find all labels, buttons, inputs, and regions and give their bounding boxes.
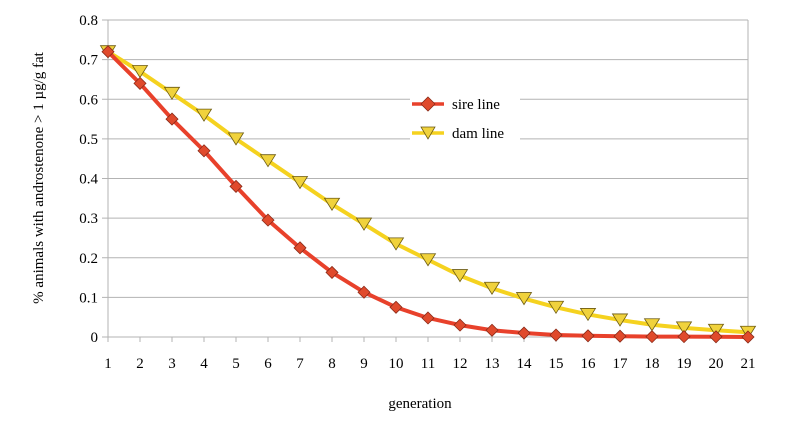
x-tick-label-5: 6 (264, 356, 272, 372)
point-sire-line-2 (133, 76, 147, 90)
x-tick-label-13: 14 (517, 356, 533, 372)
x-tick-label-17: 18 (645, 356, 660, 372)
point-dam-line-5 (227, 132, 245, 146)
x-tick-label-3: 4 (200, 356, 208, 372)
grid-lines (108, 19, 748, 338)
x-axis-ticks: 1 2 3 4 5 6 7 8 9 10 11 12 13 14 15 16 17 18 19 20 21 (104, 337, 756, 372)
y-tick-label-6: 0.6 (79, 92, 98, 108)
point-sire-line-5 (229, 179, 243, 193)
y-tick-label-8: 0.8 (79, 13, 98, 29)
point-sire-line-9 (357, 285, 371, 299)
point-sire-line-6 (261, 213, 275, 227)
point-dam-line-12 (451, 269, 469, 283)
point-sire-line-21 (741, 330, 755, 344)
point-sire-line-17 (613, 329, 627, 343)
x-axis-title: generation (388, 396, 452, 412)
point-dam-line-17 (611, 313, 629, 327)
point-dam-line-4 (195, 108, 213, 122)
y-tick-label-7: 0.7 (79, 53, 98, 69)
point-dam-line-2 (131, 65, 149, 79)
point-sire-line-19 (677, 330, 691, 344)
point-dam-line-16 (579, 308, 597, 322)
y-tick-label-1: 0.1 (79, 290, 98, 306)
y-tick-label-5: 0.5 (79, 132, 98, 148)
x-tick-label-6: 7 (296, 356, 304, 372)
point-sire-line-10 (389, 300, 403, 314)
x-tick-label-14: 15 (549, 356, 564, 372)
point-dam-line-18 (643, 318, 661, 332)
point-sire-line-4 (197, 144, 211, 158)
series-group (99, 45, 757, 344)
x-tick-label-2: 3 (168, 356, 176, 372)
point-dam-line-19 (675, 321, 693, 335)
legend: sire line dam line (410, 90, 520, 145)
point-sire-line-18 (645, 330, 659, 344)
x-tick-label-18: 19 (677, 356, 692, 372)
point-sire-line-7 (293, 241, 307, 255)
legend-dam-line-label: dam line (452, 126, 504, 142)
x-tick-label-19: 20 (709, 356, 724, 372)
y-axis-title: % animals with androstenone > 1 µg/g fat (31, 51, 47, 303)
x-tick-label-8: 9 (360, 356, 368, 372)
y-tick-label-3: 0.3 (79, 211, 98, 227)
x-tick-label-7: 8 (328, 356, 336, 372)
point-sire-line-11 (421, 311, 435, 325)
point-sire-line-8 (325, 265, 339, 279)
x-tick-label-9: 10 (389, 356, 404, 372)
point-sire-line-3 (165, 112, 179, 126)
point-sire-line-13 (485, 323, 499, 337)
point-dam-line-15 (547, 300, 565, 315)
legend-dam-line-marker (420, 126, 436, 140)
point-dam-line-6 (259, 154, 277, 168)
legend-sire-line-label: sire line (452, 97, 500, 113)
point-sire-line-12 (453, 318, 467, 332)
point-dam-line-3 (163, 86, 181, 101)
x-tick-label-15: 16 (581, 356, 597, 372)
point-sire-line-1 (101, 45, 115, 59)
y-tick-label-2: 0.2 (79, 251, 98, 267)
point-sire-line-20 (709, 330, 723, 344)
x-tick-label-16: 17 (613, 356, 629, 372)
point-dam-line-13 (483, 281, 501, 296)
y-tick-label-0: 0 (91, 330, 99, 346)
x-tick-label-11: 12 (453, 356, 468, 372)
x-tick-label-12: 13 (485, 356, 500, 372)
point-sire-line-15 (549, 328, 563, 342)
x-tick-label-1: 2 (136, 356, 144, 372)
x-tick-label-10: 11 (421, 356, 435, 372)
x-tick-label-20: 21 (741, 356, 756, 372)
point-dam-line-9 (355, 217, 373, 231)
y-tick-label-4: 0.4 (79, 172, 98, 188)
point-sire-line-16 (581, 329, 595, 343)
point-dam-line-8 (323, 197, 341, 212)
x-tick-label-4: 5 (232, 356, 240, 372)
point-dam-line-7 (291, 176, 309, 190)
x-tick-label-0: 1 (104, 356, 112, 372)
y-axis-ticks: 0 0.1 0.2 0.3 0.4 0.5 0.6 0.7 0.8 (79, 13, 108, 346)
point-dam-line-10 (387, 237, 405, 251)
legend-sire-line-marker (420, 96, 436, 112)
point-sire-line-14 (517, 326, 531, 340)
point-dam-line-11 (419, 253, 437, 267)
point-dam-line-14 (515, 292, 533, 306)
